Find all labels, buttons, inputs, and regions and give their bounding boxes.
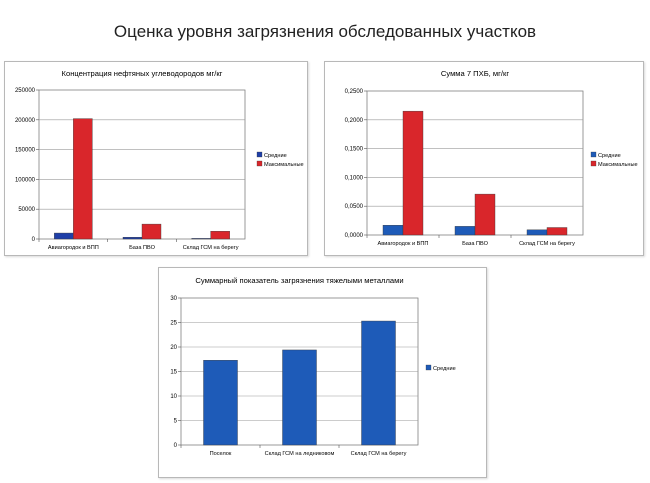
bar-avg-1	[454, 226, 476, 236]
legend-swatch	[590, 160, 597, 167]
heavy-metals-chart: Суммарный показатель загрязнения тяжелым…	[158, 267, 487, 478]
y-tick-label: 0,1500	[345, 147, 364, 153]
y-tick-label: 0,0000	[345, 233, 364, 239]
bar-avg-0	[203, 360, 238, 446]
y-tick-label: 25	[170, 321, 177, 327]
y-tick-label: 15	[170, 370, 177, 376]
bar-max-2	[210, 231, 230, 240]
legend-swatch	[590, 151, 597, 158]
y-tick-label: 5	[174, 419, 178, 425]
legend-label: Средние	[433, 366, 456, 372]
y-tick-label: 250000	[15, 88, 36, 94]
y-tick-label: 0,2500	[345, 89, 364, 95]
y-tick-label: 0,2000	[345, 118, 364, 124]
y-tick-label: 0	[174, 443, 178, 449]
bar-max-2	[546, 227, 568, 236]
bar-avg-2	[191, 238, 211, 240]
x-category-label: База ПВО	[129, 245, 156, 251]
chart-title: Концентрация нефтяных углеводородов мг/к…	[62, 69, 223, 78]
pcb-sum-chart: Сумма 7 ПХБ, мг/кг 0,0000 0,0500 0,1000 0,15…	[324, 61, 644, 256]
y-tick-label: 0	[32, 237, 36, 243]
y-tick-label: 200000	[15, 118, 36, 124]
y-tick-label: 0,1000	[345, 175, 364, 181]
legend: Средние Максимальные	[256, 151, 304, 168]
x-category-label: Склад ГСМ на берегу	[183, 245, 239, 251]
legend-label: Средние	[264, 153, 287, 159]
legend-swatch	[256, 160, 263, 167]
bar-avg-2	[361, 320, 396, 446]
bar-avg-2	[526, 229, 548, 236]
y-tick-label: 20	[170, 345, 177, 351]
legend: Средние Максимальные	[590, 151, 638, 168]
x-category-label: Поселок	[210, 451, 232, 457]
x-category-label: Авиагородок и ВПП	[48, 245, 99, 251]
legend-label: Максимальные	[598, 162, 638, 168]
bar-avg-0	[382, 225, 404, 236]
y-tick-label: 30	[170, 296, 177, 302]
legend-swatch	[425, 364, 432, 371]
x-category-label: Склад ГСМ на ледниковом	[265, 451, 335, 457]
bar-max-1	[474, 193, 496, 236]
x-category-label: Авиагородок и ВПП	[378, 241, 429, 247]
oil-hydrocarbons-chart: Концентрация нефтяных углеводородов мг/к…	[4, 61, 308, 256]
legend: Средние	[425, 364, 456, 372]
y-tick-label: 100000	[15, 177, 36, 183]
bar-max-1	[141, 223, 162, 240]
legend-swatch	[256, 151, 263, 158]
y-tick-label: 10	[170, 394, 177, 400]
bar-max-0	[402, 110, 424, 236]
y-tick-label: 50000	[18, 207, 35, 213]
bar-avg-1	[282, 349, 317, 446]
plot-area	[38, 89, 246, 240]
x-category-label: Склад ГСМ на берегу	[519, 241, 575, 247]
chart-title: Сумма 7 ПХБ, мг/кг	[441, 69, 509, 78]
y-tick-label: 0,0500	[345, 204, 364, 210]
bar-avg-1	[122, 237, 143, 240]
chart-title: Суммарный показатель загрязнения тяжелым…	[195, 276, 403, 285]
page-title: Оценка уровня загрязнения обследованных …	[113, 22, 537, 41]
chart-svg-oil: Концентрация нефтяных углеводородов мг/к…	[15, 69, 304, 251]
y-tick-label: 150000	[15, 148, 36, 154]
bar-avg-0	[54, 232, 74, 240]
legend-label: Максимальные	[264, 162, 304, 168]
chart-svg-pcb: Сумма 7 ПХБ, мг/кг 0,0000 0,0500 0,1000 0,15…	[345, 69, 638, 247]
legend-label: Средние	[598, 153, 621, 159]
bar-max-0	[73, 118, 93, 240]
chart-svg-metals: Суммарный показатель загрязнения тяжелым…	[170, 276, 456, 457]
x-category-label: База ПВО	[462, 241, 489, 247]
x-category-label: Склад ГСМ на берегу	[351, 451, 407, 457]
